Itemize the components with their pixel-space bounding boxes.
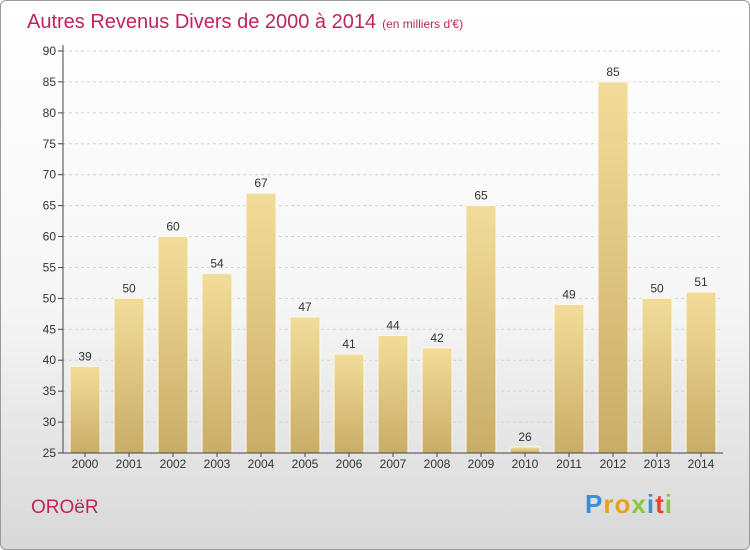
x-tick-label: 2013 xyxy=(644,457,671,471)
data-label: 44 xyxy=(386,318,400,332)
proxiti-logo[interactable]: Proxiti xyxy=(585,489,673,520)
x-tick-label: 2012 xyxy=(600,457,627,471)
x-tick-label: 2007 xyxy=(380,457,407,471)
logo-letter: t xyxy=(655,489,665,519)
bar-2005 xyxy=(289,316,321,454)
chart-title-text: Autres Revenus Divers de 2000 à 2014 xyxy=(27,11,377,33)
x-tick-label: 2003 xyxy=(204,457,231,471)
y-tick-label: 45 xyxy=(43,322,57,336)
commune-name: OROëR xyxy=(31,497,99,518)
y-tick-label: 30 xyxy=(43,415,57,429)
bar-2006 xyxy=(333,353,365,454)
logo-letter: i xyxy=(646,489,656,519)
chart-subtitle: (en milliers d'€) xyxy=(382,17,464,31)
axes: 25 30 35 40 45 50 55 60 65 70 75 80 85 90 2000 2001 2002… xyxy=(43,44,723,471)
logo-letter: r xyxy=(603,489,615,519)
data-label: 67 xyxy=(254,176,268,190)
y-tick-label: 50 xyxy=(43,291,57,305)
logo-letter: P xyxy=(585,489,604,519)
y-tick-label: 80 xyxy=(43,106,57,120)
data-label: 54 xyxy=(210,257,224,271)
y-tick-label: 75 xyxy=(43,137,57,151)
bars: 39 50 60 54 67 47 41 44 42 65 26 49 85 50 51 xyxy=(69,65,717,454)
bar-2000 xyxy=(69,365,101,454)
bar-2002 xyxy=(157,236,189,454)
bar-2012 xyxy=(597,81,629,454)
x-tick-label: 2011 xyxy=(556,457,582,471)
chart-title: Autres Revenus Divers de 2000 à 2014 (en … xyxy=(27,11,463,34)
x-tick-label: 2009 xyxy=(468,457,495,471)
y-tick-label: 60 xyxy=(43,230,57,244)
bar-2009 xyxy=(465,205,497,454)
logo-letter: x xyxy=(631,489,647,519)
x-tick-label: 2000 xyxy=(72,457,99,471)
bar-2007 xyxy=(377,334,409,454)
logo-letter: i xyxy=(664,489,673,519)
data-label: 39 xyxy=(78,349,92,363)
y-tick-label: 90 xyxy=(43,44,57,58)
x-tick-label: 2005 xyxy=(292,457,319,471)
y-tick-label: 35 xyxy=(43,384,57,398)
x-tick-label: 2002 xyxy=(160,457,187,471)
data-label: 51 xyxy=(694,275,708,289)
bar-2013 xyxy=(641,297,673,454)
data-label: 50 xyxy=(122,281,136,295)
logo-letter: o xyxy=(614,489,632,519)
bar-2014 xyxy=(685,291,717,454)
bar-2008 xyxy=(421,347,453,454)
data-label: 49 xyxy=(562,288,576,302)
data-label: 65 xyxy=(474,189,488,203)
data-label: 41 xyxy=(342,337,356,351)
bar-2003 xyxy=(201,273,233,454)
x-tick-label: 2001 xyxy=(116,457,143,471)
bar-2004 xyxy=(245,192,277,454)
bar-2010 xyxy=(509,446,541,454)
y-tick-label: 40 xyxy=(43,353,57,367)
data-label: 42 xyxy=(430,331,444,345)
y-tick-label: 55 xyxy=(43,260,57,274)
x-tick-label: 2004 xyxy=(248,457,275,471)
data-label: 85 xyxy=(606,65,620,79)
data-label: 26 xyxy=(518,430,532,444)
data-label: 50 xyxy=(650,281,664,295)
data-label: 47 xyxy=(298,300,312,314)
x-tick-label: 2010 xyxy=(512,457,539,471)
y-tick-label: 70 xyxy=(43,168,57,182)
y-tick-label: 65 xyxy=(43,199,57,213)
x-tick-label: 2008 xyxy=(424,457,451,471)
bar-2011 xyxy=(553,304,585,454)
bar-2001 xyxy=(113,297,145,454)
x-tick-label: 2006 xyxy=(336,457,363,471)
y-tick-label: 25 xyxy=(43,446,57,460)
x-tick-label: 2014 xyxy=(688,457,715,471)
y-tick-label: 85 xyxy=(43,75,57,89)
data-label: 60 xyxy=(166,220,180,234)
